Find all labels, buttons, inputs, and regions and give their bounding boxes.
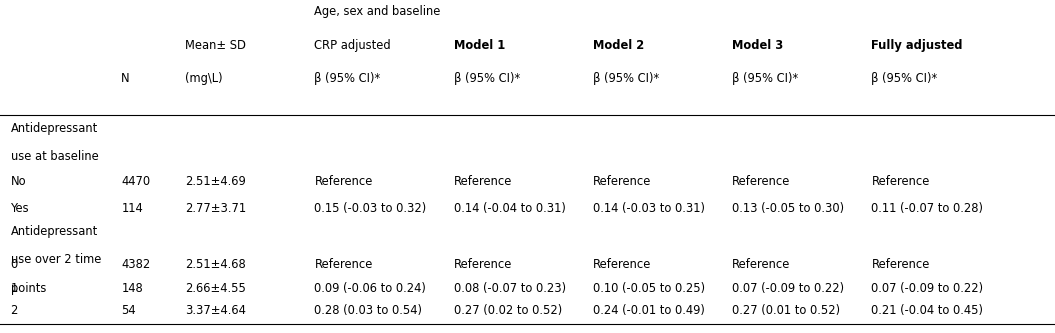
Text: Reference: Reference (593, 258, 651, 271)
Text: No: No (11, 175, 26, 188)
Text: use at baseline: use at baseline (11, 150, 98, 163)
Text: Model 3: Model 3 (732, 39, 784, 52)
Text: 54: 54 (121, 304, 136, 317)
Text: Reference: Reference (314, 175, 372, 188)
Text: β (95% CI)*: β (95% CI)* (593, 72, 659, 85)
Text: Mean± SD: Mean± SD (185, 39, 246, 52)
Text: 1: 1 (11, 282, 18, 295)
Text: 2: 2 (11, 304, 18, 317)
Text: 2.77±3.71: 2.77±3.71 (185, 202, 246, 215)
Text: Reference: Reference (593, 175, 651, 188)
Text: 3.37±4.64: 3.37±4.64 (185, 304, 246, 317)
Text: Reference: Reference (871, 258, 929, 271)
Text: 0.09 (-0.06 to 0.24): 0.09 (-0.06 to 0.24) (314, 282, 426, 295)
Text: β (95% CI)*: β (95% CI)* (314, 72, 381, 85)
Text: 114: 114 (121, 202, 143, 215)
Text: 0.07 (-0.09 to 0.22): 0.07 (-0.09 to 0.22) (732, 282, 844, 295)
Text: 0.11 (-0.07 to 0.28): 0.11 (-0.07 to 0.28) (871, 202, 983, 215)
Text: 2.51±4.68: 2.51±4.68 (185, 258, 246, 271)
Text: 0.14 (-0.03 to 0.31): 0.14 (-0.03 to 0.31) (593, 202, 705, 215)
Text: Yes: Yes (11, 202, 30, 215)
Text: Reference: Reference (732, 175, 790, 188)
Text: use over 2 time: use over 2 time (11, 253, 101, 266)
Text: 2.51±4.69: 2.51±4.69 (185, 175, 246, 188)
Text: 0.14 (-0.04 to 0.31): 0.14 (-0.04 to 0.31) (454, 202, 565, 215)
Text: Model 1: Model 1 (454, 39, 505, 52)
Text: 2.66±4.55: 2.66±4.55 (185, 282, 246, 295)
Text: N: N (121, 72, 130, 85)
Text: Antidepressant: Antidepressant (11, 225, 98, 238)
Text: points: points (11, 282, 46, 295)
Text: 0.27 (0.01 to 0.52): 0.27 (0.01 to 0.52) (732, 304, 840, 317)
Text: Antidepressant: Antidepressant (11, 122, 98, 135)
Text: 0.15 (-0.03 to 0.32): 0.15 (-0.03 to 0.32) (314, 202, 426, 215)
Text: Reference: Reference (454, 258, 512, 271)
Text: Reference: Reference (732, 258, 790, 271)
Text: (mg\L): (mg\L) (185, 72, 223, 85)
Text: 0.13 (-0.05 to 0.30): 0.13 (-0.05 to 0.30) (732, 202, 844, 215)
Text: 0.24 (-0.01 to 0.49): 0.24 (-0.01 to 0.49) (593, 304, 705, 317)
Text: 0: 0 (11, 258, 18, 271)
Text: Model 2: Model 2 (593, 39, 645, 52)
Text: Age, sex and baseline: Age, sex and baseline (314, 5, 441, 18)
Text: β (95% CI)*: β (95% CI)* (454, 72, 520, 85)
Text: 4382: 4382 (121, 258, 151, 271)
Text: 148: 148 (121, 282, 143, 295)
Text: Reference: Reference (314, 258, 372, 271)
Text: β (95% CI)*: β (95% CI)* (871, 72, 938, 85)
Text: 0.10 (-0.05 to 0.25): 0.10 (-0.05 to 0.25) (593, 282, 705, 295)
Text: 4470: 4470 (121, 175, 151, 188)
Text: 0.21 (-0.04 to 0.45): 0.21 (-0.04 to 0.45) (871, 304, 983, 317)
Text: 0.07 (-0.09 to 0.22): 0.07 (-0.09 to 0.22) (871, 282, 983, 295)
Text: 0.08 (-0.07 to 0.23): 0.08 (-0.07 to 0.23) (454, 282, 565, 295)
Text: 0.28 (0.03 to 0.54): 0.28 (0.03 to 0.54) (314, 304, 422, 317)
Text: Reference: Reference (871, 175, 929, 188)
Text: CRP adjusted: CRP adjusted (314, 39, 391, 52)
Text: Fully adjusted: Fully adjusted (871, 39, 963, 52)
Text: β (95% CI)*: β (95% CI)* (732, 72, 799, 85)
Text: Reference: Reference (454, 175, 512, 188)
Text: 0.27 (0.02 to 0.52): 0.27 (0.02 to 0.52) (454, 304, 562, 317)
